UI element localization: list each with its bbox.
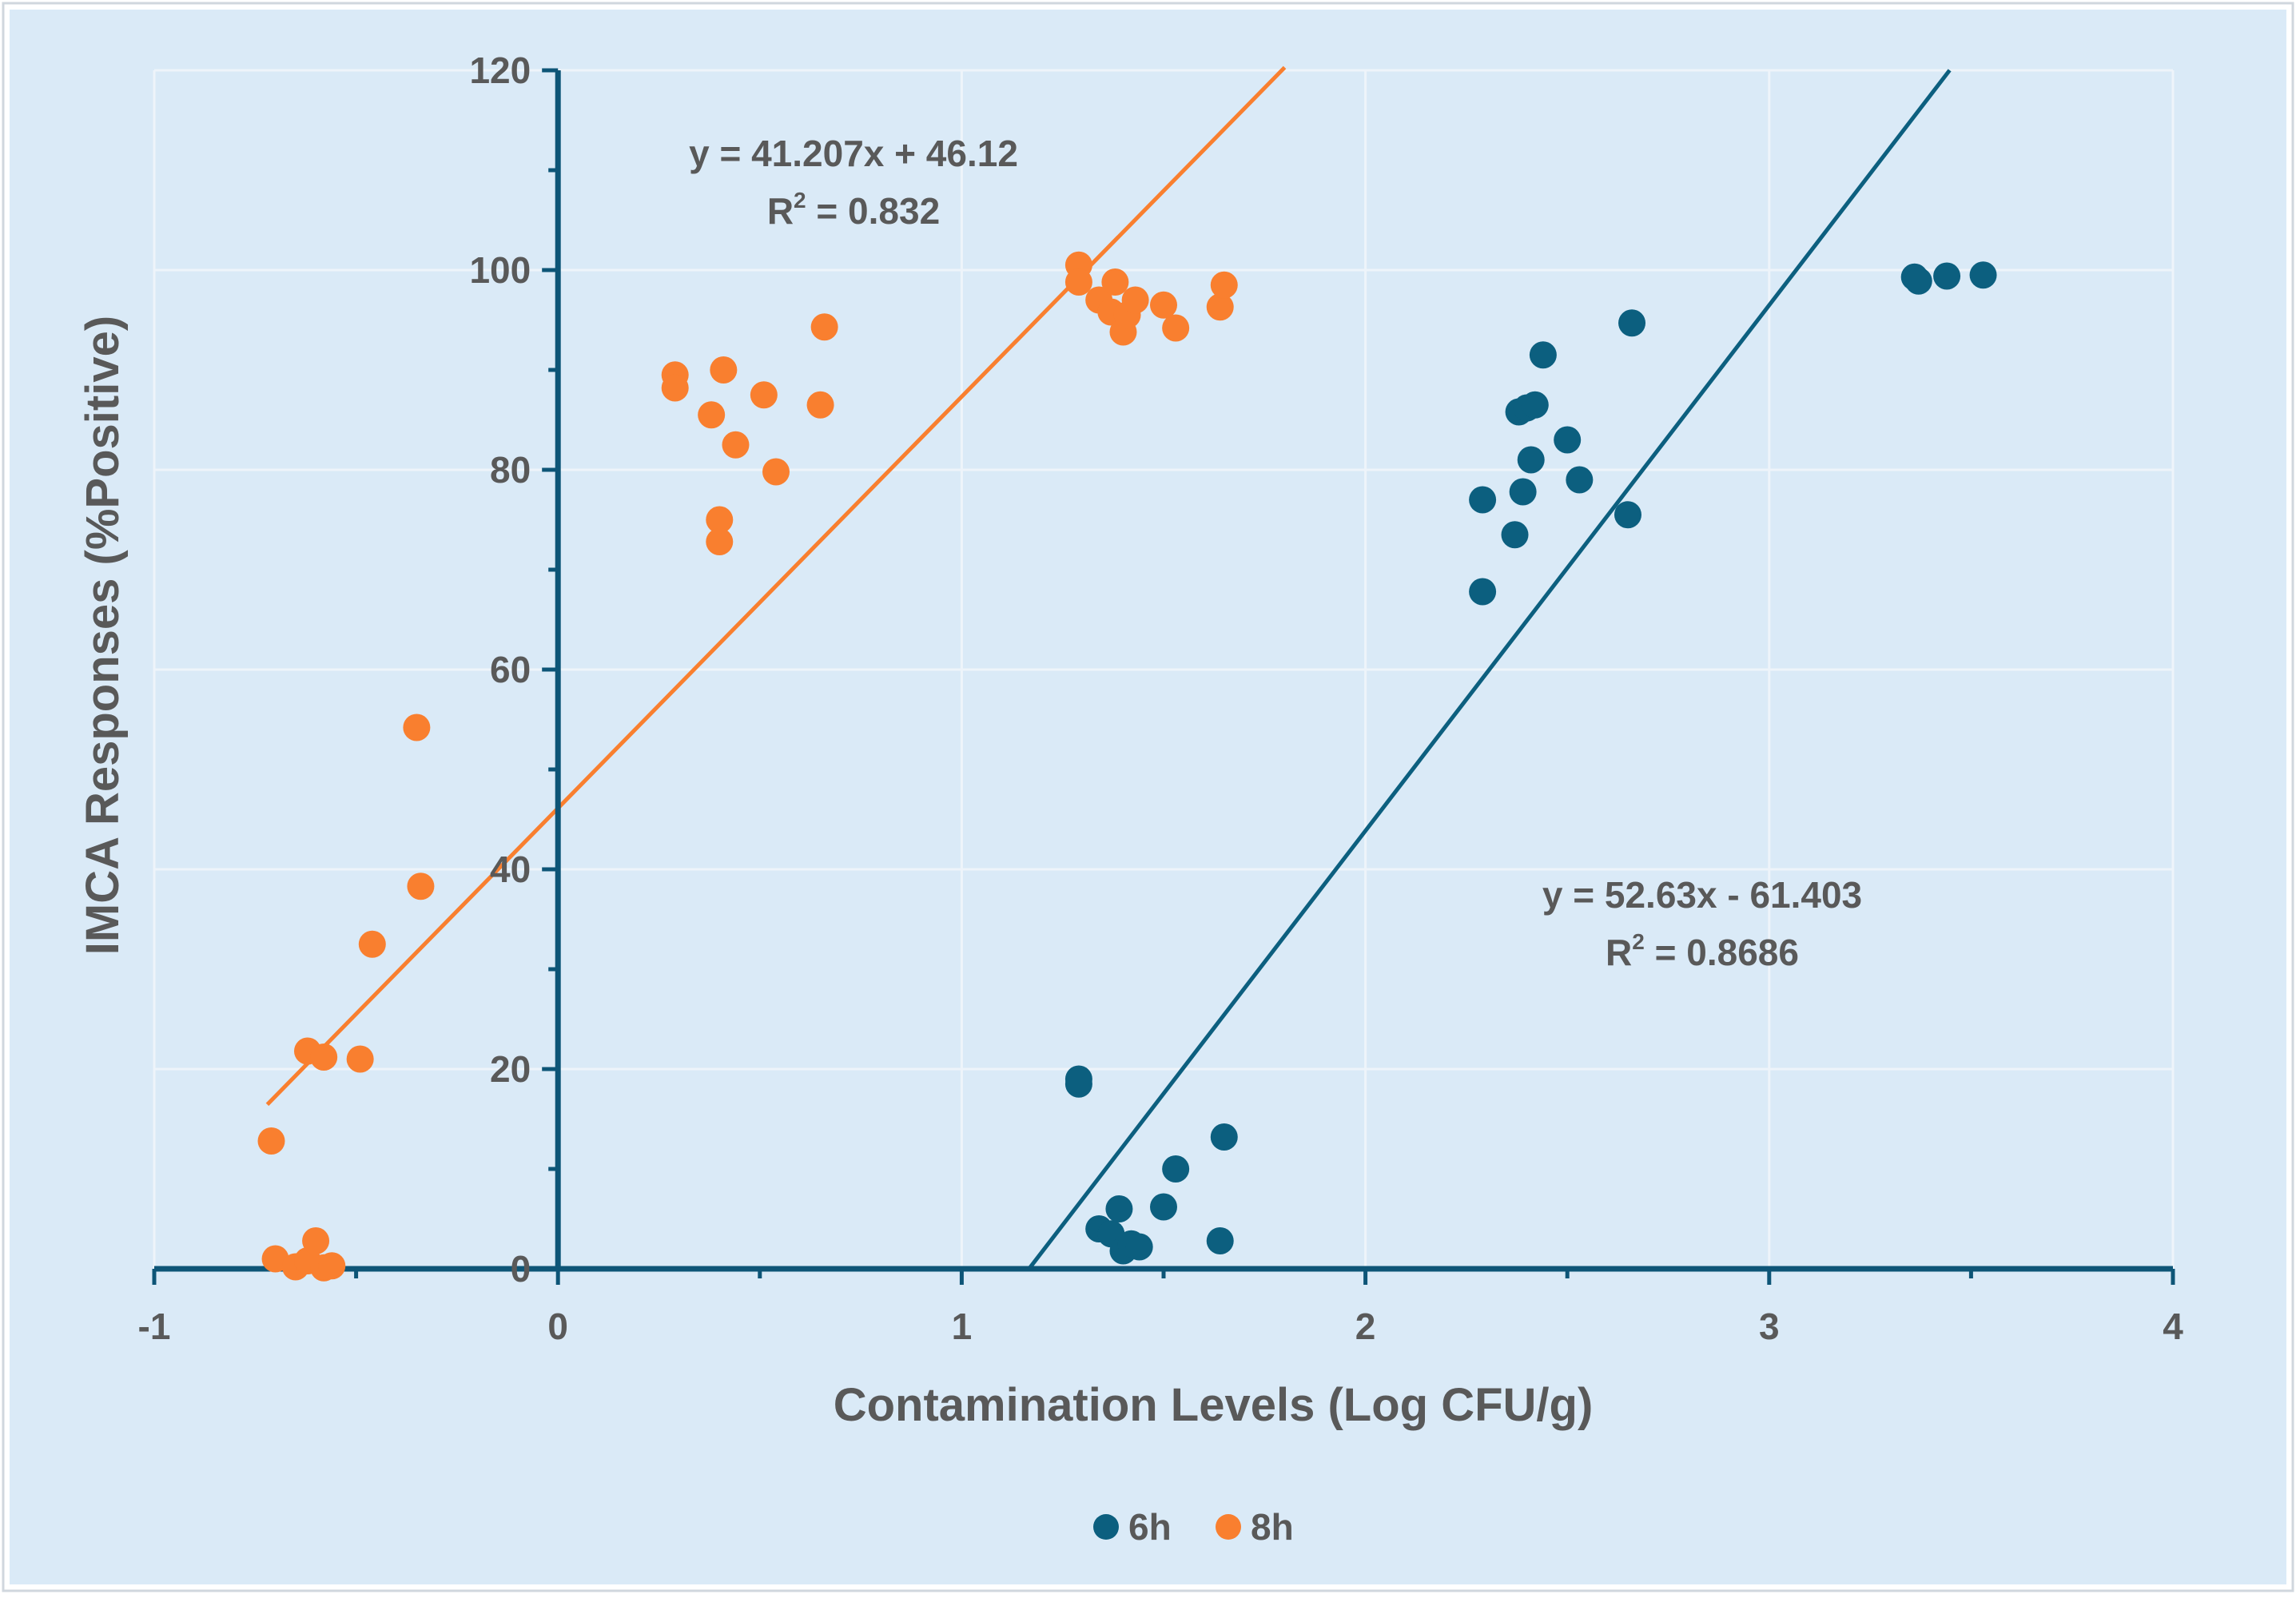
y-tick-label: 60 [490,649,531,690]
data-point-8h [806,391,834,419]
data-point-8h [706,506,734,534]
data-point-6h [1501,521,1529,549]
x-tick-label: 2 [1355,1306,1376,1347]
data-point-8h [706,528,734,555]
data-point-8h [710,356,738,384]
trend-8h-r2-sup: 2 [794,188,806,213]
data-point-8h [302,1227,330,1254]
x-tick-label: 1 [952,1306,973,1347]
data-point-8h [257,1127,285,1155]
trend-6h-r2-value: = 0.8686 [1645,932,1799,973]
y-axis-title: IMCA Responses (%Positive) [77,316,129,955]
data-point-6h [1125,1233,1153,1261]
legend-label-6h: 6h [1128,1506,1172,1548]
y-tick-label: 100 [469,249,531,291]
trend-6h-equation: y = 52.63x - 61.403 [1542,874,1862,916]
data-point-6h [1517,446,1545,474]
chart-background [10,10,2286,1584]
y-tick-label: 40 [490,849,531,890]
data-point-6h [1206,1227,1234,1254]
data-point-8h [358,930,386,958]
data-point-6h [1618,309,1646,337]
data-point-6h [1614,501,1641,529]
x-tick-label: 0 [547,1306,568,1347]
y-tick-label: 0 [511,1248,531,1290]
data-point-8h [810,313,838,341]
data-point-6h [1969,261,1997,289]
data-point-6h [1529,341,1557,369]
data-point-6h [1554,426,1582,454]
data-point-6h [1521,391,1549,419]
data-point-8h [1101,268,1129,296]
data-point-6h [1469,486,1497,514]
legend-marker-8h [1216,1514,1241,1540]
data-point-8h [1206,293,1234,321]
data-point-8h [318,1252,346,1280]
data-point-6h [1509,478,1537,506]
data-point-8h [750,381,778,409]
legend-marker-6h [1093,1514,1119,1540]
trend-8h-r2-prefix: R [767,190,794,232]
trend-6h-r2-sup: 2 [1632,929,1645,954]
legend: 6h 8h [1093,1506,1294,1548]
data-point-8h [722,431,750,459]
data-point-8h [407,873,435,900]
grid-lines [153,69,2175,1269]
data-point-8h [403,714,431,741]
data-point-6h [1064,1065,1092,1093]
data-point-8h [310,1043,338,1071]
data-point-8h [1210,271,1238,299]
x-tick-label: -1 [138,1306,171,1347]
x-tick-label: 4 [2163,1306,2183,1347]
data-point-8h [346,1045,374,1073]
data-point-6h [1105,1195,1133,1222]
data-point-6h [1566,466,1594,494]
data-point-8h [1150,291,1177,319]
trendlines [265,66,1952,1270]
y-tick-label: 120 [469,50,531,91]
data-point-6h [1162,1155,1190,1183]
data-point-8h [698,401,726,429]
data-point-6h [1904,267,1932,295]
trend-6h-r2: R2 = 0.8686 [1606,929,1799,973]
data-point-6h [1150,1193,1177,1221]
data-point-6h [1933,262,1961,290]
data-point-8h [661,374,689,402]
trendline-8h [265,66,1287,1107]
data-point-6h [1210,1123,1238,1151]
legend-label-8h: 8h [1251,1506,1294,1548]
data-point-8h [1162,314,1190,342]
data-point-6h [1469,578,1497,606]
data-point-8h [1064,268,1092,296]
trend-6h-r2-prefix: R [1606,932,1632,973]
axes [152,68,2175,1285]
x-tick-label: 3 [1759,1306,1780,1347]
y-tick-label: 20 [490,1048,531,1090]
data-points [257,251,1997,1282]
trend-8h-equation: y = 41.207x + 46.12 [689,133,1018,174]
data-point-8h [1121,286,1149,314]
trend-8h-r2-value: = 0.832 [806,190,941,232]
data-point-8h [762,458,790,486]
x-axis-title: Contamination Levels (Log CFU/g) [834,1379,1594,1431]
trend-8h-r2: R2 = 0.832 [767,188,940,232]
trendline-6h [1027,69,1952,1270]
trend-annotations: y = 41.207x + 46.12 R2 = 0.832 y = 52.63… [689,133,1862,973]
y-tick-label: 80 [490,449,531,491]
